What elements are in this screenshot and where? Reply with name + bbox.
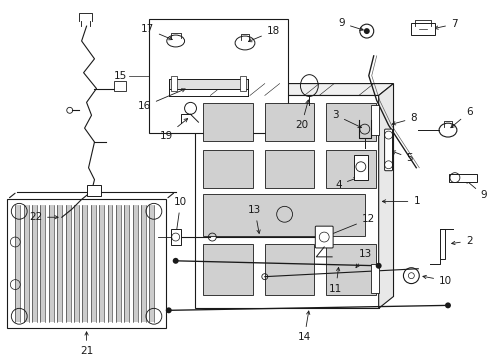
Bar — [326, 150, 376, 188]
FancyArrowPatch shape — [9, 193, 15, 198]
Text: 6: 6 — [451, 107, 472, 128]
Text: 11: 11 — [329, 267, 343, 293]
Bar — [203, 194, 365, 236]
Bar — [203, 150, 253, 188]
Text: 5: 5 — [392, 151, 413, 163]
Text: 10: 10 — [423, 275, 452, 285]
FancyArrowPatch shape — [168, 193, 173, 198]
Text: 8: 8 — [392, 113, 417, 125]
Text: 2: 2 — [452, 236, 472, 246]
Text: 20: 20 — [295, 100, 309, 130]
Bar — [82, 205, 87, 322]
Bar — [169, 78, 248, 89]
Text: 16: 16 — [138, 89, 185, 111]
Bar — [49, 205, 54, 322]
Text: 13: 13 — [356, 249, 372, 267]
Bar — [91, 205, 96, 322]
Bar — [99, 205, 104, 322]
Bar — [87, 185, 101, 197]
Bar — [265, 244, 314, 296]
Text: 18: 18 — [248, 26, 280, 42]
Bar — [265, 150, 314, 188]
Bar — [171, 229, 181, 245]
Bar — [15, 205, 20, 322]
Bar — [57, 205, 62, 322]
Bar — [326, 103, 376, 141]
Bar — [116, 205, 121, 322]
Polygon shape — [379, 84, 393, 309]
Bar — [149, 205, 154, 322]
Text: 10: 10 — [174, 197, 187, 233]
Bar — [265, 103, 314, 141]
Circle shape — [166, 307, 171, 313]
Circle shape — [172, 258, 179, 264]
Bar — [66, 205, 71, 322]
Bar — [411, 23, 435, 35]
Bar — [203, 244, 253, 296]
FancyBboxPatch shape — [315, 226, 333, 248]
Bar — [149, 19, 288, 133]
Bar — [171, 76, 177, 91]
Bar — [133, 205, 138, 322]
Bar — [354, 155, 368, 180]
Bar — [240, 76, 246, 91]
Text: 4: 4 — [336, 177, 357, 190]
Circle shape — [364, 28, 370, 34]
Text: 1: 1 — [382, 197, 420, 206]
Bar — [371, 264, 379, 293]
Text: 3: 3 — [332, 110, 362, 127]
Text: 12: 12 — [328, 214, 375, 236]
Bar — [24, 205, 28, 322]
Circle shape — [376, 263, 382, 269]
Bar — [32, 205, 37, 322]
Bar — [371, 105, 379, 135]
Circle shape — [445, 302, 451, 309]
Bar — [196, 95, 379, 309]
Bar — [326, 244, 376, 296]
Bar — [440, 229, 445, 259]
Text: 17: 17 — [141, 24, 172, 40]
Bar — [7, 199, 166, 328]
Bar — [203, 103, 253, 141]
Bar — [107, 205, 113, 322]
Bar — [141, 205, 146, 322]
Text: 13: 13 — [248, 205, 262, 233]
Text: 22: 22 — [29, 212, 58, 222]
Bar — [74, 205, 79, 322]
Polygon shape — [196, 84, 393, 95]
Text: 9: 9 — [466, 180, 487, 201]
Bar — [449, 174, 477, 181]
Text: 19: 19 — [159, 118, 188, 141]
Text: 14: 14 — [298, 311, 311, 342]
Bar — [41, 205, 46, 322]
Text: 7: 7 — [435, 19, 458, 29]
Bar — [114, 81, 126, 90]
Bar — [124, 205, 129, 322]
Text: 15: 15 — [114, 71, 127, 81]
Text: 9: 9 — [339, 18, 363, 31]
FancyBboxPatch shape — [385, 129, 392, 171]
Text: 21: 21 — [80, 332, 93, 356]
